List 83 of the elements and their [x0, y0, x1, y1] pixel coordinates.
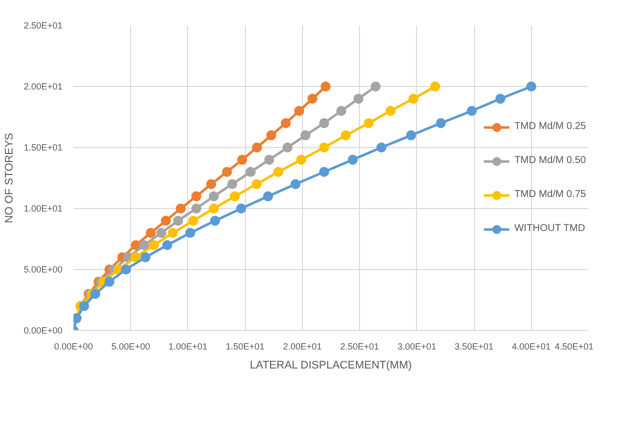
point: [252, 142, 262, 152]
point: [296, 154, 306, 165]
y-tick-label: 2.50E+01: [24, 20, 63, 30]
point: [266, 130, 276, 140]
point: [210, 216, 220, 226]
x-tick-label: 2.50E+01: [340, 342, 380, 352]
point: [191, 204, 202, 214]
point: [386, 106, 396, 116]
point: [222, 166, 232, 177]
y-tick-label: 1.00E+01: [24, 204, 63, 214]
point: [236, 204, 246, 214]
y-tick-label: 2.00E+01: [24, 82, 63, 92]
point: [252, 179, 262, 190]
point: [320, 82, 331, 92]
legend-label: WITHOUT TMD: [514, 223, 586, 234]
point: [406, 130, 416, 140]
x-tick-label: 1.00E+01: [168, 342, 208, 352]
point: [208, 191, 219, 202]
x-tick-label: 2.00E+01: [282, 342, 322, 352]
point: [79, 301, 90, 312]
point: [173, 216, 184, 226]
point: [140, 252, 150, 262]
x-tick-label: 4.00E+01: [512, 342, 551, 352]
point: [208, 204, 219, 214]
point: [120, 264, 131, 274]
point: [294, 106, 304, 116]
x-tick-label: 3.00E+01: [397, 342, 436, 352]
point: [227, 179, 238, 190]
point: [146, 228, 156, 238]
point: [280, 118, 291, 128]
point: [290, 179, 301, 190]
x-tick-label: 3.50E+01: [454, 342, 494, 352]
point: [206, 179, 216, 190]
point: [376, 142, 386, 152]
point: [230, 191, 240, 202]
y-axis-title: NO OF STOREYS: [4, 132, 16, 224]
point: [430, 82, 440, 92]
point: [162, 240, 172, 250]
point: [495, 94, 506, 104]
y-tick-label: 0.00E+00: [24, 326, 63, 336]
x-tick-label: 5.00E+00: [111, 342, 150, 352]
point: [336, 106, 346, 116]
point: [139, 240, 150, 250]
point: [436, 118, 446, 128]
point: [246, 166, 256, 177]
point: [237, 154, 248, 165]
legend-label: TMD Md/M 0.75: [514, 189, 586, 200]
point: [148, 240, 159, 250]
x-tick-label: 0.00E+00: [54, 342, 93, 352]
point: [130, 252, 141, 262]
point: [273, 166, 284, 177]
point: [466, 106, 477, 116]
point: [340, 130, 351, 140]
point: [264, 154, 274, 165]
point: [319, 142, 330, 152]
point: [104, 276, 114, 287]
legend-label: TMD Md/M 0.25: [514, 121, 586, 132]
point: [307, 94, 318, 104]
point: [191, 191, 202, 202]
point: [300, 130, 310, 140]
point: [185, 228, 196, 238]
y-tick-label: 1.50E+01: [24, 142, 63, 152]
legend-label: TMD Md/M 0.50: [514, 155, 586, 166]
x-tick-label: 1.50E+01: [226, 342, 265, 352]
point: [370, 82, 381, 92]
x-axis-title: LATERAL DISPLACEMENT(MM): [250, 360, 412, 372]
y-tick-label: 5.00E+00: [24, 264, 63, 274]
point: [408, 94, 418, 104]
point: [319, 118, 330, 128]
point: [364, 118, 374, 128]
point: [263, 191, 274, 202]
point: [176, 204, 186, 214]
point: [526, 82, 536, 92]
point: [353, 94, 364, 104]
point: [348, 154, 358, 165]
point: [168, 228, 178, 238]
point: [156, 228, 166, 238]
point: [319, 166, 330, 177]
point: [188, 216, 198, 226]
point: [282, 142, 293, 152]
point: [160, 216, 171, 226]
point: [90, 288, 100, 299]
x-tick-label: 4.50E+01: [554, 342, 594, 352]
